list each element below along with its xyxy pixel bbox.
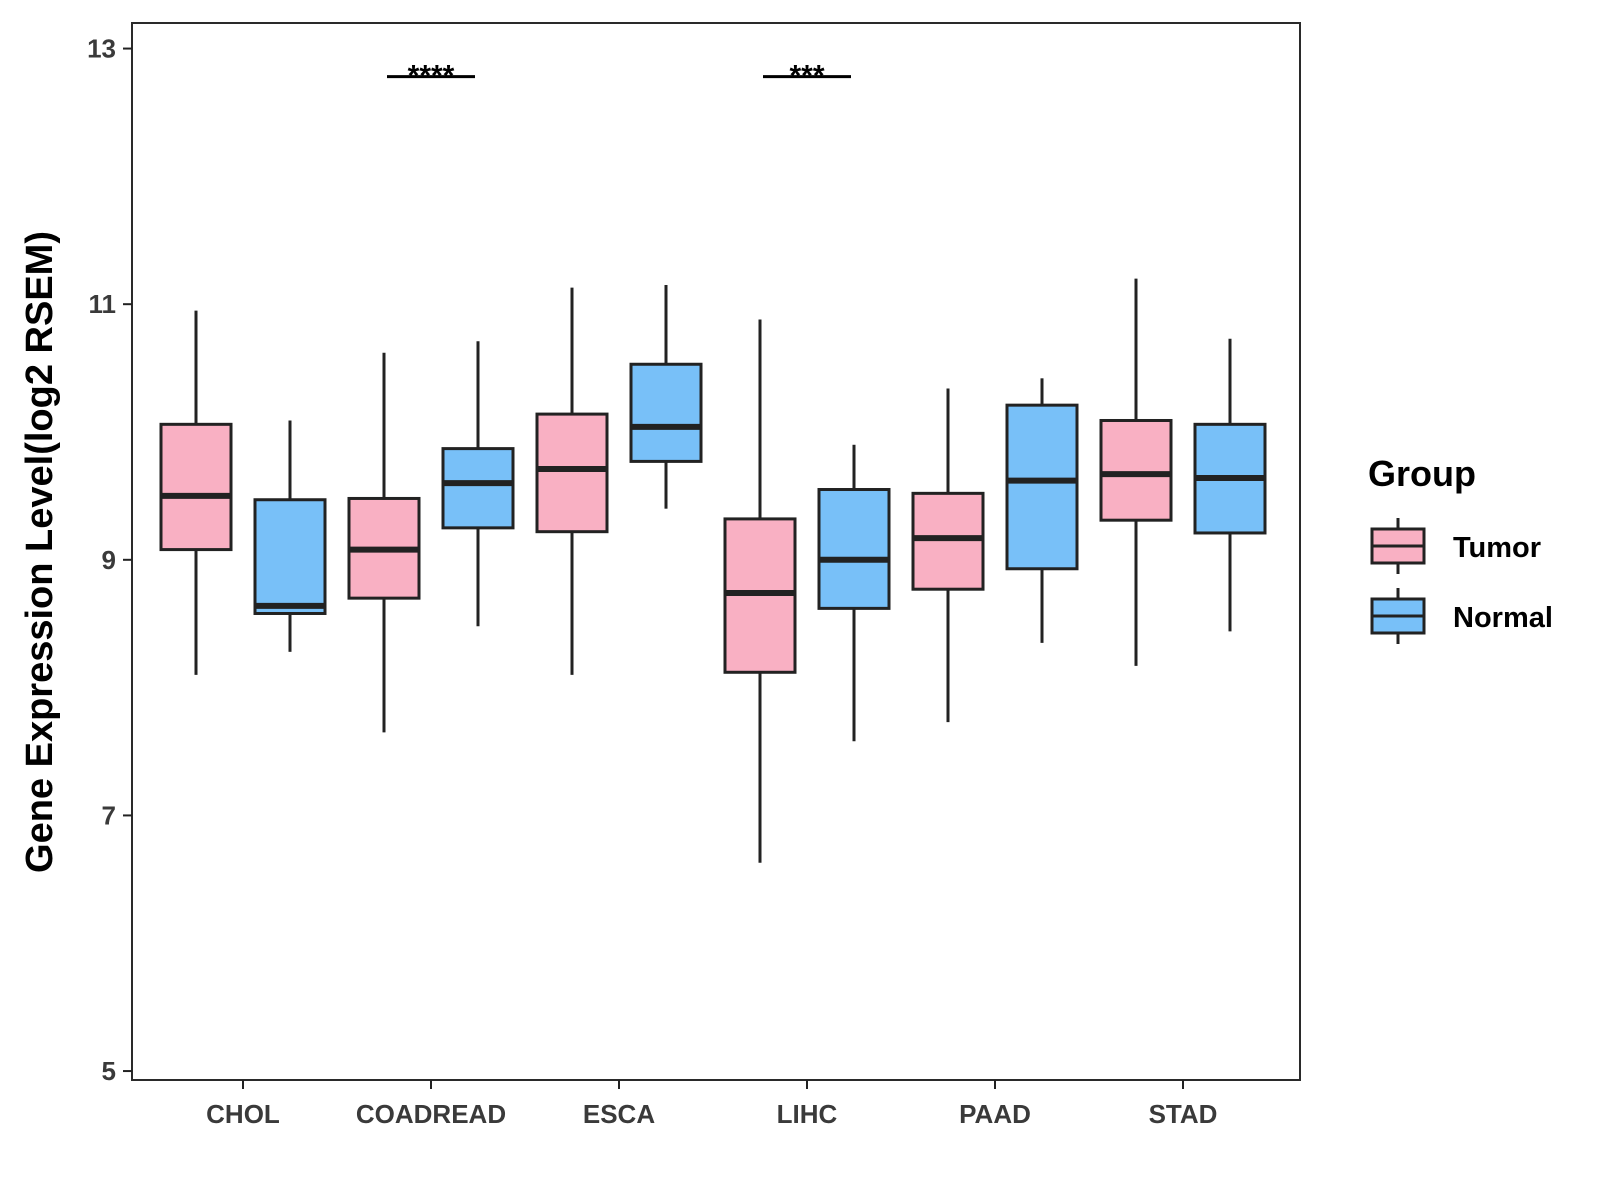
box-iqr xyxy=(1099,418,1173,522)
box-tumor-lihc xyxy=(723,319,797,863)
box-normal-esca xyxy=(629,285,703,509)
y-tick-label: 13 xyxy=(87,34,116,64)
x-tick-label: STAD xyxy=(1149,1099,1218,1129)
significance-layer: **** *** xyxy=(387,60,851,93)
box-tumor-coadread xyxy=(347,352,421,733)
legend-label: Normal xyxy=(1453,602,1553,634)
box-normal-paad xyxy=(1005,378,1079,643)
legend-item-tumor: Tumor xyxy=(1370,518,1541,574)
legend: Group Tumor Normal xyxy=(1368,453,1553,644)
box-tumor-stad xyxy=(1099,278,1173,666)
box-normal-lihc xyxy=(817,444,891,742)
box-normal-coadread xyxy=(441,341,515,627)
legend-item-normal: Normal xyxy=(1370,588,1553,644)
legend-label: Tumor xyxy=(1453,532,1541,564)
box-iqr xyxy=(535,412,609,534)
x-tick-label: LIHC xyxy=(777,1099,838,1129)
y-tick-label: 9 xyxy=(102,545,116,575)
y-tick-label: 11 xyxy=(89,289,117,319)
box-iqr xyxy=(911,491,985,591)
box-layer xyxy=(159,278,1267,863)
x-axis: CHOL COADREAD ESCA LIHC PAAD STAD xyxy=(206,1080,1217,1129)
x-tick-label: ESCA xyxy=(583,1099,655,1129)
box-tumor-chol xyxy=(159,310,233,675)
y-tick-label: 5 xyxy=(102,1056,116,1086)
x-tick-label: COADREAD xyxy=(356,1099,506,1129)
significance-label: **** xyxy=(408,60,455,93)
x-tick-label: CHOL xyxy=(206,1099,280,1129)
y-tick-label: 7 xyxy=(102,800,116,830)
box-iqr xyxy=(253,498,327,615)
box-normal-stad xyxy=(1193,338,1267,632)
box-tumor-paad xyxy=(911,388,985,723)
y-axis-title: Gene Expression Level(log2 RSEM) xyxy=(19,231,61,873)
box-tumor-esca xyxy=(535,287,609,675)
box-iqr xyxy=(441,447,515,530)
box-iqr xyxy=(817,488,891,610)
significance-label: *** xyxy=(789,60,824,93)
box-normal-chol xyxy=(253,420,327,652)
plot-panel xyxy=(131,22,1301,1081)
box-iqr xyxy=(1005,403,1079,571)
box-iqr xyxy=(159,422,233,552)
box-iqr xyxy=(629,362,703,463)
x-tick-label: PAAD xyxy=(959,1099,1031,1129)
y-axis: 5 7 9 11 13 xyxy=(87,34,132,1086)
legend-title: Group xyxy=(1368,453,1476,494)
